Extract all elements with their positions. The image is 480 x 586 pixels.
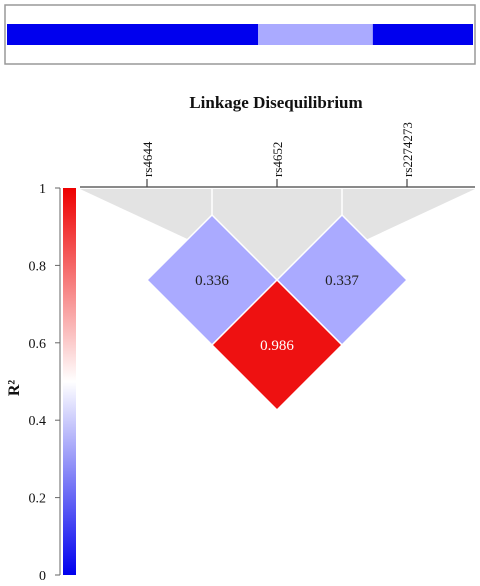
colorbar-tick-label: 0.6 — [29, 337, 47, 352]
haplotype-segment — [258, 24, 373, 45]
snp-label: rs2274273 — [400, 122, 415, 177]
colorbar-label: R² — [6, 380, 23, 397]
ld-cell-value: 0.337 — [325, 273, 359, 289]
snp-labels: rs4644 rs4652 rs2274273 — [140, 122, 415, 187]
ld-cell — [210, 278, 344, 412]
snp-label: rs4652 — [270, 142, 285, 177]
r2-colorbar: 1 0.8 0.6 0.4 0.2 0 R² — [6, 182, 76, 584]
colorbar-tick-label: 0.2 — [29, 492, 47, 507]
colorbar-gradient — [63, 188, 76, 575]
ld-cell-value: 0.986 — [260, 338, 294, 354]
snp-label: rs4644 — [140, 141, 155, 177]
colorbar-tick-label: 1 — [39, 182, 46, 197]
triangle-dividers — [211, 189, 343, 215]
colorbar-tick-label: 0.4 — [29, 414, 47, 429]
ld-cell-value: 0.336 — [195, 273, 229, 289]
colorbar-tick-label: 0.8 — [29, 259, 47, 274]
haplotype-segment — [372, 24, 473, 45]
haplotype-segment — [7, 24, 259, 45]
plot-title: Linkage Disequilibrium — [189, 93, 362, 112]
ld-cells: 0.336 0.337 0.986 — [145, 213, 409, 412]
haplotype-bar — [4, 4, 476, 65]
ld-background-triangle — [80, 189, 475, 281]
colorbar-tick-label: 0 — [39, 569, 46, 584]
